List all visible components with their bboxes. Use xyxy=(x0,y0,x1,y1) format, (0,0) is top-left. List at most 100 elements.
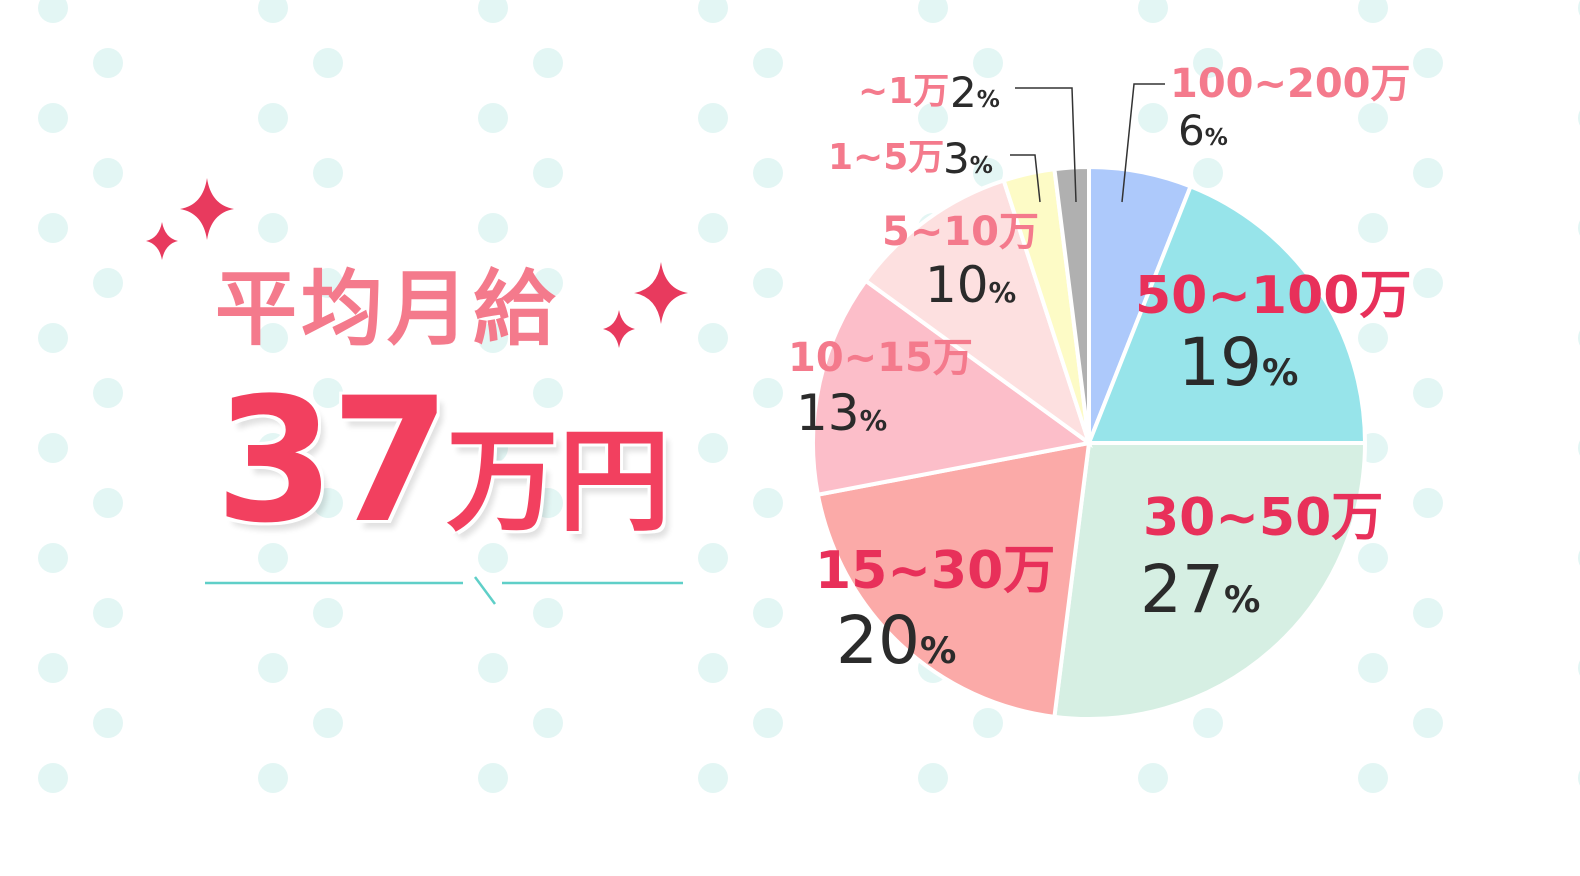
background-dot xyxy=(533,48,563,78)
label-1-5: 1~5万 xyxy=(828,137,945,178)
background-dot xyxy=(753,708,783,738)
background-dot xyxy=(698,433,728,463)
background-dot xyxy=(698,0,728,23)
background-dot xyxy=(698,213,728,243)
background-dot xyxy=(93,488,123,518)
background-dot xyxy=(38,323,68,353)
background-dot xyxy=(93,598,123,628)
average-salary: 37万円 xyxy=(215,360,670,561)
background-dot xyxy=(698,103,728,133)
background-dot xyxy=(1358,323,1388,353)
background-dot xyxy=(258,323,288,353)
background-dot xyxy=(1193,158,1223,188)
background-dot xyxy=(478,433,508,463)
background-dot xyxy=(93,378,123,408)
label-under-1: ~1万 xyxy=(858,71,950,112)
background-dot xyxy=(753,488,783,518)
background-dot xyxy=(1413,158,1443,188)
pct-15-30: 20% xyxy=(836,602,957,679)
pct-under-1: 2% xyxy=(950,68,1000,117)
background-dot xyxy=(918,103,948,133)
pie-slice-3 xyxy=(815,440,1092,720)
pie-slice-1 xyxy=(1086,183,1368,445)
background-dot xyxy=(93,708,123,738)
label-5-10: 5~10万 xyxy=(882,209,1040,255)
sparkle-icon xyxy=(634,262,688,324)
background-dot xyxy=(1193,48,1223,78)
background-dot xyxy=(313,48,343,78)
leader-line-100-200 xyxy=(1121,83,1165,203)
label-100-200: 100~200万 xyxy=(1170,61,1411,107)
background-dot xyxy=(1413,598,1443,628)
pct-30-50: 27% xyxy=(1140,551,1261,628)
sparkle-icon xyxy=(603,310,635,348)
background-dot xyxy=(38,213,68,243)
background-dot xyxy=(973,708,1003,738)
background-dot xyxy=(313,488,343,518)
background-dot xyxy=(1358,103,1388,133)
background-dot xyxy=(1358,543,1388,573)
background-dot xyxy=(753,598,783,628)
background-dot xyxy=(478,103,508,133)
background-dot xyxy=(478,0,508,23)
background-dot xyxy=(313,268,343,298)
pct-5-10: 10% xyxy=(925,256,1017,314)
background-dot xyxy=(38,103,68,133)
background-dot xyxy=(1138,103,1168,133)
background-dot xyxy=(478,653,508,683)
background-dot xyxy=(313,708,343,738)
background-dot xyxy=(753,268,783,298)
background-dot xyxy=(1413,268,1443,298)
average-salary-unit: 万円 xyxy=(446,417,671,547)
background-dot xyxy=(1138,763,1168,793)
label-10-15: 10~15万 xyxy=(788,335,973,381)
background-dot xyxy=(93,48,123,78)
pie-slice-7 xyxy=(1052,164,1091,444)
background-dot xyxy=(1413,48,1443,78)
label-15-30: 15~30万 xyxy=(815,541,1056,601)
pie-slice-4 xyxy=(811,277,1094,498)
pie-slice-5 xyxy=(862,177,1093,449)
leader-line-under-1 xyxy=(1015,87,1077,203)
background-dot xyxy=(478,323,508,353)
background-dot xyxy=(753,48,783,78)
background-dot xyxy=(258,103,288,133)
pct-100-200: 6% xyxy=(1178,106,1228,155)
background-dot xyxy=(38,653,68,683)
background-dot xyxy=(258,763,288,793)
background-dot xyxy=(38,0,68,23)
background-dot xyxy=(1358,763,1388,793)
background-dot xyxy=(258,433,288,463)
pct-1-5: 3% xyxy=(943,134,993,183)
label-30-50: 30~50万 xyxy=(1143,488,1384,548)
sparkle-icon xyxy=(180,178,234,240)
sparkle-icon xyxy=(146,222,178,260)
background-dot xyxy=(1413,488,1443,518)
background-dot xyxy=(533,598,563,628)
background-dot xyxy=(313,598,343,628)
background-dot xyxy=(753,158,783,188)
background-dot xyxy=(478,213,508,243)
divider xyxy=(205,576,683,605)
background-dot xyxy=(478,543,508,573)
background-dot xyxy=(533,268,563,298)
background-dot xyxy=(258,0,288,23)
background-dot xyxy=(1413,378,1443,408)
background-dot xyxy=(258,653,288,683)
background-dot xyxy=(753,378,783,408)
pct-50-100: 19% xyxy=(1178,324,1299,401)
background-dot xyxy=(93,268,123,298)
pie-slice-2 xyxy=(1052,441,1368,721)
background-dot xyxy=(973,158,1003,188)
background-dot xyxy=(973,48,1003,78)
background-dot xyxy=(1413,708,1443,738)
background-dot xyxy=(1193,708,1223,738)
leader-lines xyxy=(1010,83,1165,203)
average-salary-value: 37 xyxy=(215,360,450,561)
background-dot xyxy=(258,213,288,243)
background-dot xyxy=(313,158,343,188)
background-dot xyxy=(533,708,563,738)
background-dot xyxy=(93,158,123,188)
